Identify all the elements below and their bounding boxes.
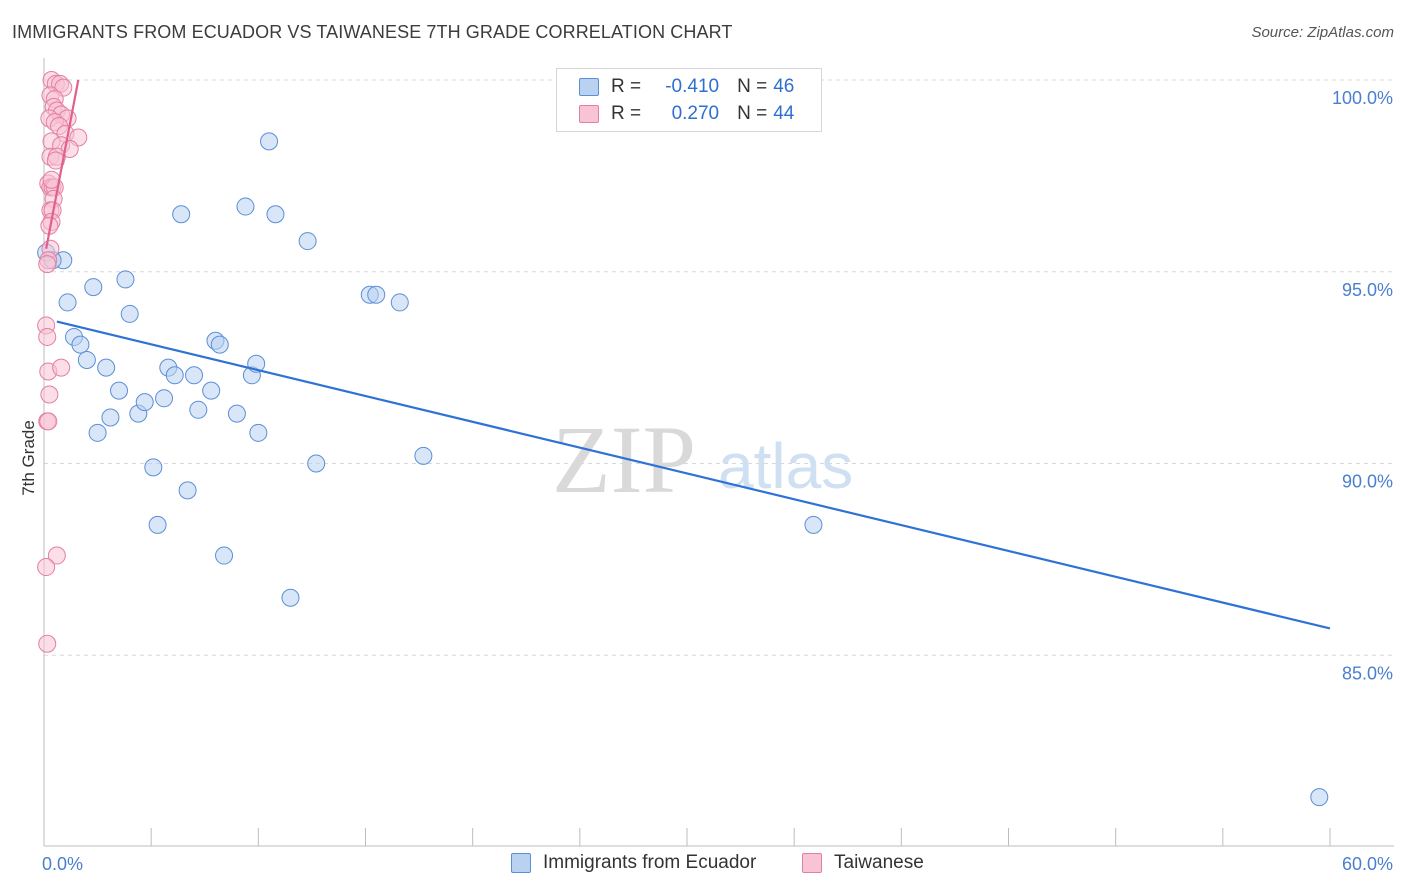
- data-point: [110, 381, 129, 400]
- data-point: [210, 335, 229, 354]
- chart-title: IMMIGRANTS FROM ECUADOR VS TAIWANESE 7TH…: [12, 22, 733, 42]
- data-point: [39, 412, 58, 431]
- trend-line-taiwanese: [45, 79, 80, 249]
- data-point: [804, 515, 823, 534]
- data-point: [227, 404, 246, 423]
- data-point: [185, 366, 204, 385]
- n-label: N =: [737, 103, 768, 124]
- series-taiwanese: [37, 71, 88, 653]
- data-point: [40, 385, 59, 404]
- stats-legend-row-taiwanese: R = 0.270 N = 44: [579, 102, 794, 126]
- data-point: [37, 558, 56, 577]
- y-tick-label: 85.0%: [1342, 663, 1393, 683]
- y-tick-label: 90.0%: [1342, 472, 1393, 492]
- legend-swatch-ecuador: [579, 78, 599, 96]
- data-point: [84, 278, 103, 297]
- r-label: R =: [611, 103, 642, 124]
- legend-swatch-ecuador: [511, 853, 531, 873]
- source-credit: Source: ZipAtlas.com: [1251, 24, 1394, 41]
- data-point: [367, 285, 386, 304]
- data-point: [390, 293, 409, 312]
- y-axis-tick-labels: 100.0% 95.0% 90.0% 85.0%: [1332, 88, 1393, 683]
- x-axis-tick-labels: 0.0% 60.0%: [42, 854, 1393, 874]
- data-point: [266, 205, 285, 224]
- trend-lines: [45, 79, 1331, 630]
- data-point: [120, 304, 139, 323]
- data-point: [144, 458, 163, 477]
- data-point: [52, 358, 71, 377]
- data-point: [307, 454, 326, 473]
- data-point: [38, 634, 57, 653]
- data-point: [236, 197, 255, 216]
- data-point: [172, 205, 191, 224]
- data-point: [101, 408, 120, 427]
- r-label: R =: [611, 76, 642, 97]
- data-point: [260, 132, 279, 151]
- data-point: [189, 400, 208, 419]
- data-point: [202, 381, 221, 400]
- data-point: [298, 232, 317, 251]
- data-point: [46, 151, 65, 170]
- x-tick-label: 0.0%: [42, 854, 83, 874]
- data-point: [38, 327, 57, 346]
- data-point: [58, 293, 77, 312]
- data-point: [281, 588, 300, 607]
- x-tick-label: 60.0%: [1342, 854, 1393, 874]
- data-point: [116, 270, 135, 289]
- watermark-zip: ZIP: [552, 406, 696, 513]
- series-legend: Immigrants from Ecuador Taiwanese: [0, 852, 1406, 878]
- legend-item-taiwanese: Taiwanese: [802, 852, 924, 874]
- y-axis-label: 7th Grade: [19, 420, 38, 496]
- legend-swatch-taiwanese: [802, 853, 822, 873]
- data-point: [215, 546, 234, 565]
- data-point: [88, 423, 107, 442]
- data-point: [178, 481, 197, 500]
- data-point: [1310, 788, 1329, 807]
- r-value: -0.410: [665, 76, 720, 97]
- data-point: [135, 393, 154, 412]
- watermark: ZIP atlas: [552, 406, 853, 513]
- legend-item-ecuador: Immigrants from Ecuador: [511, 852, 756, 874]
- stats-legend: R = -0.410 N = 46 R = 0.270 N = 44: [556, 68, 822, 132]
- data-point: [47, 546, 66, 565]
- legend-swatch-taiwanese: [579, 105, 599, 123]
- data-point: [97, 358, 116, 377]
- n-label: N =: [737, 76, 768, 97]
- data-point: [249, 423, 268, 442]
- series-ecuador: [37, 94, 1329, 807]
- n-value: 44: [773, 103, 795, 124]
- trend-line-ecuador: [56, 320, 1331, 630]
- data-point: [77, 350, 96, 369]
- stats-legend-row-ecuador: R = -0.410 N = 46: [579, 75, 794, 99]
- y-tick-label: 100.0%: [1332, 88, 1393, 108]
- data-point: [71, 335, 90, 354]
- n-value: 46: [773, 76, 795, 97]
- data-point: [414, 446, 433, 465]
- watermark-atlas: atlas: [718, 430, 853, 502]
- r-value: 0.270: [671, 103, 720, 124]
- data-point: [148, 515, 167, 534]
- series-points: [37, 71, 1329, 807]
- legend-label-ecuador: Immigrants from Ecuador: [543, 852, 757, 873]
- data-point: [165, 366, 184, 385]
- legend-label-taiwanese: Taiwanese: [834, 852, 924, 873]
- x-axis-ticks: [43, 828, 1331, 846]
- data-point: [38, 255, 57, 274]
- data-point: [155, 389, 174, 408]
- y-tick-label: 95.0%: [1342, 280, 1393, 300]
